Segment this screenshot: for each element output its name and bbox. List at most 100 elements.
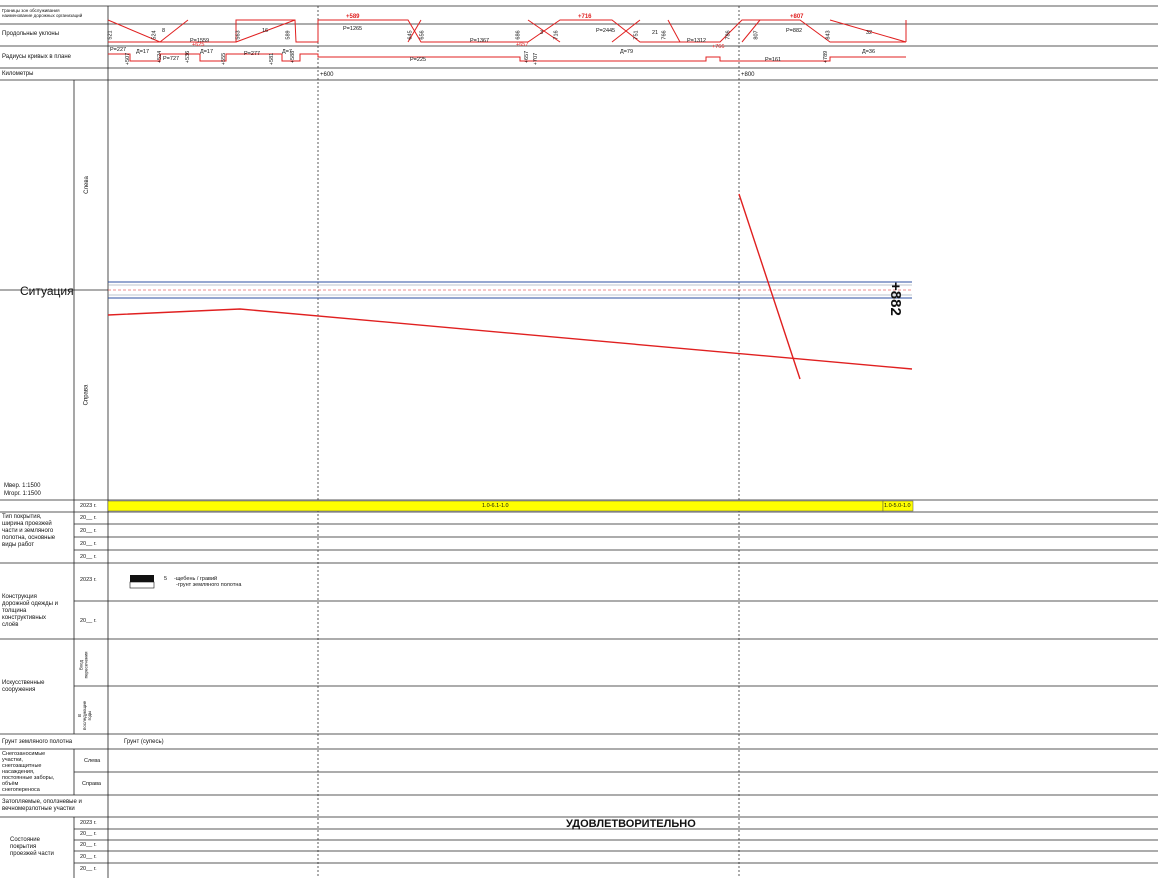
curve-label: P=161 — [765, 57, 782, 63]
situation-right-label: Справа — [83, 384, 90, 406]
curve-red-point: +625 — [192, 42, 205, 48]
mark-807: +807 — [790, 14, 804, 20]
condition-year: 20__ г. — [80, 854, 97, 860]
coating-year: 20__ г. — [80, 554, 97, 560]
construction-label: Конструкция дорожной одежды и толщина ко… — [2, 594, 58, 628]
profile-point: 656 — [419, 30, 426, 40]
curve-profile — [108, 53, 906, 62]
condition-year: 2023 г. — [80, 820, 97, 826]
situation-label: Ситуация — [20, 284, 74, 298]
curve-point: +789 — [823, 50, 830, 64]
coating-bar-end — [882, 500, 914, 512]
snow-left: Слева — [84, 758, 101, 764]
curve-label: P=727 — [163, 56, 180, 62]
curve-red-point: +766 — [712, 44, 725, 50]
gradient-label: P=1312 — [687, 38, 707, 44]
curve-point: +657 — [524, 50, 531, 64]
curve-point: +581 — [269, 52, 276, 66]
curve-label: Д=79 — [620, 49, 634, 55]
gradient-label: P=1367 — [470, 38, 490, 44]
profile-point: 843 — [825, 30, 832, 40]
soil-swatch — [129, 581, 155, 589]
coating-bar-label: 1.0-6.1-1.0 — [482, 503, 509, 509]
gradient-label: P=2445 — [596, 28, 616, 34]
soil-value: Грунт (супесь) — [124, 739, 164, 745]
curve-point: +536 — [185, 50, 192, 64]
curve-point: +524 — [157, 50, 164, 64]
gradient-label: P=1265 — [343, 26, 363, 32]
profile-point: 563 — [235, 30, 242, 40]
scale-vertical: Мвер. 1:1500 — [4, 483, 41, 489]
km-mark-800: +800 — [741, 72, 755, 78]
curve-point: +507 — [125, 52, 132, 66]
condition-label: Состояние покрытия проезжей части — [10, 837, 54, 857]
end-mark-882: +882 — [887, 282, 904, 316]
curve-point: +707 — [533, 52, 540, 66]
snow-right: Справа — [82, 781, 101, 787]
gradient-value: 16 — [262, 28, 269, 34]
road-lines — [108, 281, 912, 299]
profile-point: 589 — [285, 30, 292, 40]
coating-year: 2023 г. — [80, 503, 97, 509]
profile-point: 766 — [661, 30, 668, 40]
curve-label: P=277 — [244, 51, 261, 57]
structures-sub2: В последующие годы — [77, 700, 93, 731]
mark-589: +589 — [346, 14, 360, 20]
gradient-value: 32 — [866, 30, 873, 36]
gradient-value: 21 — [652, 30, 659, 36]
mark-716: +716 — [578, 14, 592, 20]
curve-point: +555 — [221, 52, 228, 66]
condition-year: 20__ г. — [80, 831, 97, 837]
km-mark-600: +600 — [320, 72, 334, 78]
curve-label: Д=17 — [136, 49, 150, 55]
boundaries-label: Границы зон обслуживания наименование до… — [2, 8, 83, 18]
profile-point: 786 — [725, 30, 732, 40]
gradient-label: P=882 — [786, 28, 803, 34]
coating-year: 20__ г. — [80, 528, 97, 534]
coating-label: Тип покрытия, ширина проезжей части и зе… — [2, 514, 56, 548]
coating-year: 20__ г. — [80, 515, 97, 521]
snow-label: Снегозаносимые участки, снегозащитные на… — [2, 751, 55, 793]
structures-sub1: Вход пересечения — [78, 651, 89, 679]
profile-point: 716 — [553, 30, 560, 40]
gradient-label: P=1559 — [190, 38, 210, 44]
scale-horizontal: Мгорг. 1:1500 — [4, 491, 41, 497]
condition-status: УДОВЛЕТВОРИТЕЛЬНО — [566, 818, 696, 830]
layer-gravel: -щебень / гравий — [174, 576, 218, 582]
structures-label: Искусственные сооружения — [2, 680, 45, 693]
gradient-value: 8 — [162, 28, 166, 34]
curve-red-point: +657 — [516, 42, 529, 48]
curve-point: +588 — [290, 50, 297, 64]
gradients-label: Продольные уклоны — [2, 31, 60, 37]
layer-thickness: 5 — [164, 576, 168, 582]
curves-label: Радиусы кривых в плане — [2, 54, 71, 60]
coating-year: 20__ г. — [80, 541, 97, 547]
gravel-swatch — [130, 575, 154, 582]
situation-left-label: Слева — [83, 176, 90, 194]
situation-red-lines — [107, 193, 913, 380]
profile-point: 686 — [515, 30, 522, 40]
construction-year: 20__ г. — [80, 618, 97, 624]
profile-point: 524 — [151, 30, 158, 40]
soil-label: Грунт земляного полотна — [2, 739, 73, 745]
curve-label: Д=7 — [282, 49, 292, 55]
condition-year: 20__ г. — [80, 866, 97, 872]
construction-year: 2023 г. — [80, 577, 97, 583]
curve-label: Д=17 — [200, 49, 214, 55]
gradient-value: 3 — [540, 30, 544, 36]
curve-label: Д=36 — [862, 49, 876, 55]
gradient-profile — [107, 19, 907, 43]
condition-year: 20__ г. — [80, 842, 97, 848]
profile-point: 645 — [407, 30, 414, 40]
layer-soil: -грунт земляного полотна — [176, 582, 242, 588]
profile-point: 521 — [107, 30, 114, 40]
kilometers-label: Километры — [2, 71, 34, 77]
curve-label: P=227 — [110, 47, 127, 53]
curve-label: P=225 — [410, 57, 427, 63]
flooded-label: Затопляемые, оползневые и вечномерзлотны… — [2, 799, 82, 812]
coating-bar-end-label: 1.0-5.0-1.0 — [884, 503, 911, 509]
profile-point: 751 — [633, 30, 640, 40]
profile-point: 807 — [753, 30, 760, 40]
